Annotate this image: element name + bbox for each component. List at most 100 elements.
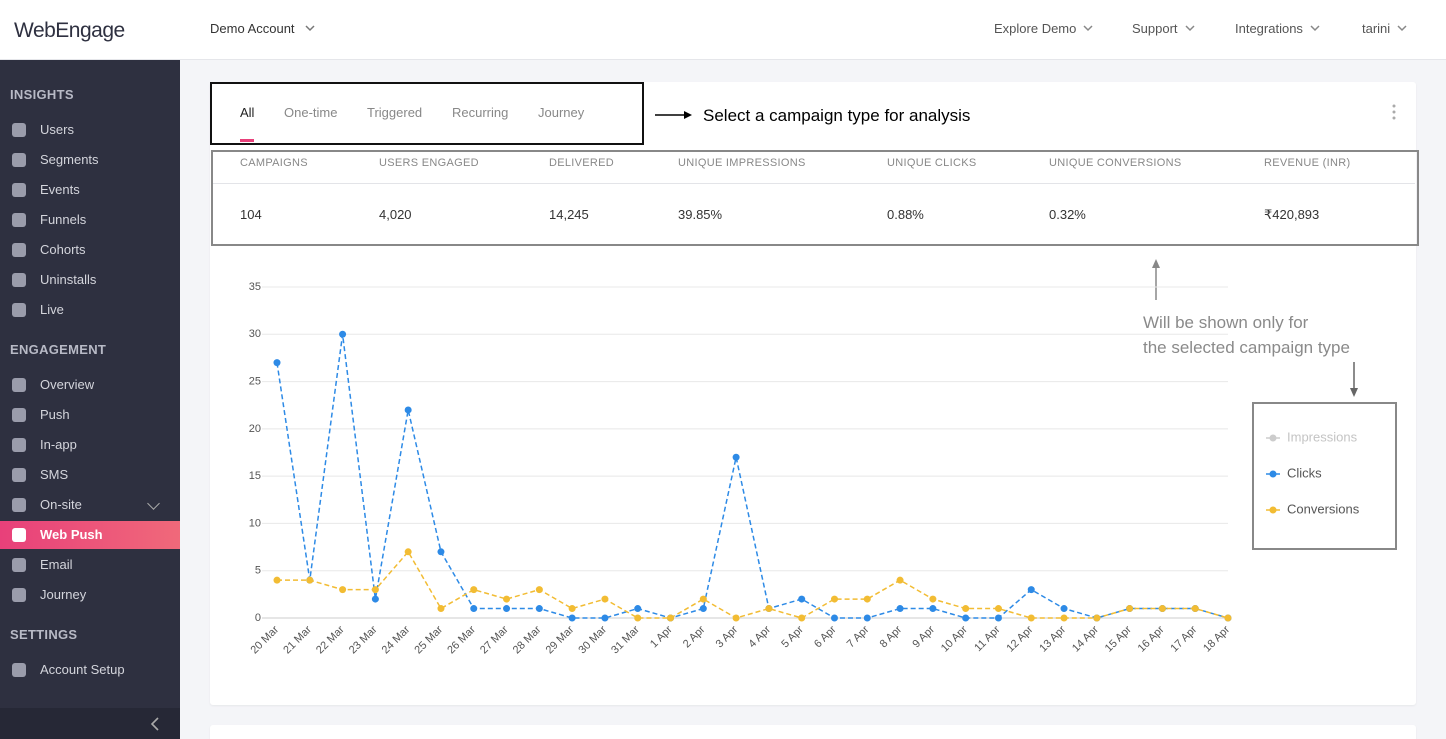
- data-point: [1027, 614, 1035, 622]
- account-switcher[interactable]: Demo Account: [210, 21, 295, 36]
- chevron: [1310, 25, 1320, 32]
- tabs-highlight: [210, 82, 644, 145]
- data-point: [535, 605, 543, 613]
- tab[interactable]: Recurring: [452, 105, 509, 120]
- x-tick-label: 21 Mar: [281, 623, 314, 656]
- y-tick-label: 10: [249, 517, 261, 529]
- menu-item[interactable]: Uninstalls: [40, 272, 97, 287]
- data-point: [437, 548, 445, 556]
- section-title: ENGAGEMENT: [10, 342, 107, 357]
- nav-item[interactable]: Explore Demo: [994, 21, 1077, 36]
- data-point: [1126, 605, 1134, 613]
- x-tick-label: 18 Apr: [1201, 623, 1232, 654]
- legend-label: Impressions: [1287, 429, 1358, 444]
- menu-item[interactable]: Push: [40, 407, 70, 422]
- menu-item[interactable]: Account Setup: [40, 662, 125, 677]
- menu-icon: [12, 438, 26, 452]
- logo[interactable]: WebEngage: [14, 19, 125, 42]
- legend-dot: [1269, 470, 1277, 478]
- top-bar: WebEngage Demo Account: [0, 0, 1446, 60]
- data-point: [962, 605, 970, 613]
- data-point: [535, 586, 543, 594]
- x-tick-label: 10 Apr: [939, 623, 970, 654]
- active-item-bg: [0, 521, 180, 549]
- nav-item[interactable]: tarini: [1362, 21, 1391, 36]
- menu-item[interactable]: Cohorts: [40, 242, 86, 257]
- data-point: [863, 595, 871, 603]
- data-point: [732, 453, 740, 461]
- data-point: [1093, 614, 1101, 622]
- menu-item[interactable]: Events: [40, 182, 80, 197]
- data-point: [339, 586, 347, 594]
- data-point: [798, 614, 806, 622]
- data-point: [830, 595, 838, 603]
- menu-icon: [12, 663, 26, 677]
- y-tick-label: 35: [249, 281, 261, 293]
- x-tick-label: 25 Mar: [412, 623, 445, 656]
- menu-item[interactable]: Segments: [40, 152, 99, 167]
- stats-divider: [213, 183, 1415, 184]
- data-point: [339, 330, 347, 338]
- x-tick-label: 4 Apr: [746, 623, 773, 650]
- y-tick-label: 5: [255, 565, 261, 577]
- nav-item[interactable]: Integrations: [1235, 21, 1303, 36]
- menu-item[interactable]: Overview: [40, 377, 95, 392]
- data-point: [404, 548, 412, 556]
- menu-icon: [12, 273, 26, 287]
- data-point: [634, 605, 642, 613]
- y-tick-label: 25: [249, 375, 261, 387]
- menu-icon: [12, 123, 26, 137]
- tab[interactable]: All: [240, 105, 255, 120]
- menu-item[interactable]: In-app: [40, 437, 77, 452]
- stat-header: UNIQUE IMPRESSIONS: [678, 157, 806, 169]
- data-point: [962, 614, 970, 622]
- nav-item[interactable]: Support: [1132, 21, 1178, 36]
- x-tick-label: 6 Apr: [812, 623, 839, 650]
- x-tick-label: 13 Apr: [1037, 623, 1068, 654]
- data-point: [568, 605, 576, 613]
- menu-item[interactable]: Web Push: [40, 527, 103, 542]
- tab[interactable]: Journey: [538, 105, 585, 120]
- menu-icon: [12, 213, 26, 227]
- legend-dot: [1269, 434, 1277, 442]
- x-tick-label: 3 Apr: [714, 623, 741, 650]
- analytics-card: [210, 82, 1416, 705]
- x-tick-label: 14 Apr: [1070, 623, 1101, 654]
- chevron: [1083, 25, 1093, 32]
- tab[interactable]: One-time: [284, 105, 338, 120]
- legend-label: Conversions: [1287, 501, 1360, 516]
- data-point: [896, 576, 904, 584]
- menu-item[interactable]: Users: [40, 122, 74, 137]
- menu-icon: [12, 153, 26, 167]
- data-point: [830, 614, 838, 622]
- menu[interactable]: [1387, 103, 1401, 121]
- menu-item[interactable]: Email: [40, 557, 73, 572]
- x-tick-label: 23 Mar: [347, 623, 380, 656]
- menu-item[interactable]: SMS: [40, 467, 69, 482]
- collapse-bar[interactable]: [0, 708, 180, 739]
- x-tick-label: 20 Mar: [248, 623, 281, 656]
- y-tick-label: 20: [249, 423, 261, 435]
- x-tick-label: 27 Mar: [478, 623, 511, 656]
- menu-item[interactable]: Funnels: [40, 212, 87, 227]
- section-title: SETTINGS: [10, 627, 78, 642]
- stat-header: UNIQUE CONVERSIONS: [1049, 157, 1182, 169]
- data-point: [1158, 605, 1166, 613]
- data-point: [437, 605, 445, 613]
- data-point: [371, 586, 379, 594]
- menu-icon: [12, 408, 26, 422]
- data-point: [863, 614, 871, 622]
- x-tick-label: 30 Mar: [576, 623, 609, 656]
- tab[interactable]: Triggered: [367, 105, 423, 120]
- menu-item[interactable]: On-site: [40, 497, 82, 512]
- y-tick-label: 0: [255, 612, 261, 624]
- menu-item[interactable]: Journey: [40, 587, 87, 602]
- data-point: [1027, 586, 1035, 594]
- data-point: [929, 605, 937, 613]
- stat-value: ₹420,893: [1264, 207, 1320, 222]
- x-tick-label: 1 Apr: [648, 623, 675, 650]
- menu-icon: [12, 303, 26, 317]
- data-point: [1060, 614, 1068, 622]
- menu-item[interactable]: Live: [40, 302, 64, 317]
